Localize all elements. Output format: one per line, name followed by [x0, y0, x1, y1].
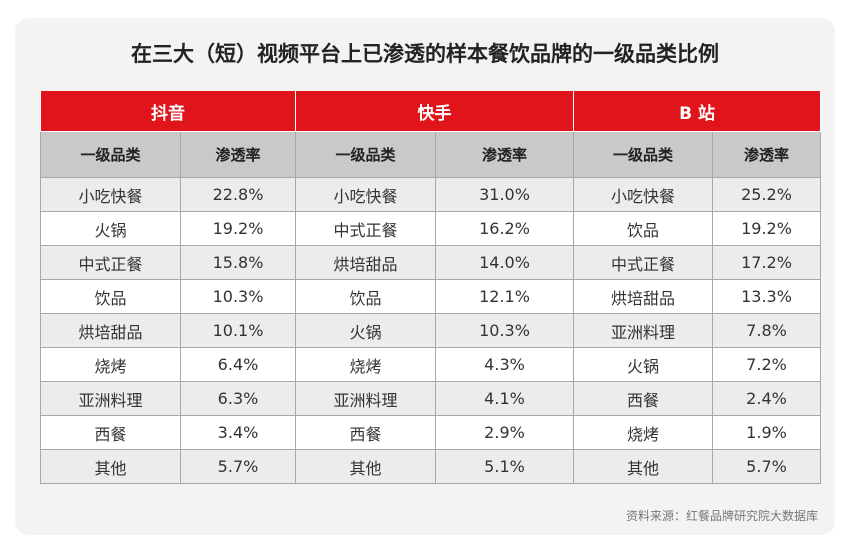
data-table: 抖音 快手 B 站一级品类 渗透率 一级品类 渗透率 一级品类 渗透率 小吃快餐 22.8% 小吃快… — [40, 91, 822, 484]
column-header: 一级品类 — [295, 131, 436, 178]
rate-cell: 10.3% — [180, 279, 296, 314]
rate-cell: 17.2% — [711, 245, 822, 280]
title: 在三大（短）视频平台上已渗透的样本餐饮品牌的一级品类比例 — [131, 42, 719, 66]
rate-cell: 13.3% — [711, 279, 822, 314]
group-header: 抖音 — [40, 91, 296, 132]
rate-cell: 19.2% — [180, 211, 296, 246]
table-row: 火锅 19.2% 中式正餐 16.2% 饮品 19.2% — [40, 211, 822, 246]
table-row: 烘培甜品 10.1% 火锅 10.3% 亚洲料理 7.8% — [40, 313, 822, 348]
rate-cell: 22.8% — [180, 177, 296, 212]
rate-cell: 1.9% — [711, 415, 822, 450]
category-cell: 其他 — [573, 449, 713, 484]
category-cell: 其他 — [295, 449, 436, 484]
rate-cell: 7.2% — [711, 347, 822, 382]
category-cell: 中式正餐 — [295, 211, 436, 246]
rate-cell: 7.8% — [711, 313, 822, 348]
column-header: 一级品类 — [40, 131, 181, 178]
column-header: 渗透率 — [435, 131, 574, 178]
column-row: 一级品类 渗透率 一级品类 渗透率 一级品类 渗透率 — [40, 131, 822, 178]
category-cell: 中式正餐 — [40, 245, 181, 280]
category-cell: 火锅 — [40, 211, 181, 246]
rate-cell: 3.4% — [180, 415, 296, 450]
table-row: 其他 5.7% 其他 5.1% 其他 5.7% — [40, 449, 822, 484]
group-header: 快手 — [295, 91, 574, 132]
category-cell: 亚洲料理 — [40, 381, 181, 416]
category-cell: 亚洲料理 — [573, 313, 713, 348]
rate-cell: 15.8% — [180, 245, 296, 280]
category-cell: 饮品 — [40, 279, 181, 314]
rate-cell: 16.2% — [435, 211, 574, 246]
category-cell: 饮品 — [295, 279, 436, 314]
table-row: 饮品 10.3% 饮品 12.1% 烘培甜品 13.3% — [40, 279, 822, 314]
rate-cell: 14.0% — [435, 245, 574, 280]
category-cell: 火锅 — [573, 347, 713, 382]
category-cell: 小吃快餐 — [295, 177, 436, 212]
rate-cell: 5.7% — [180, 449, 296, 484]
category-cell: 烧烤 — [573, 415, 713, 450]
category-cell: 烧烤 — [295, 347, 436, 382]
column-header: 渗透率 — [711, 131, 822, 178]
category-cell: 亚洲料理 — [295, 381, 436, 416]
category-cell: 西餐 — [295, 415, 436, 450]
category-cell: 中式正餐 — [573, 245, 713, 280]
category-cell: 烘培甜品 — [573, 279, 713, 314]
rate-cell: 10.3% — [435, 313, 574, 348]
category-cell: 西餐 — [573, 381, 713, 416]
rate-cell: 19.2% — [711, 211, 822, 246]
table-row: 亚洲料理 6.3% 亚洲料理 4.1% 西餐 2.4% — [40, 381, 822, 416]
category-cell: 西餐 — [40, 415, 181, 450]
category-cell: 火锅 — [295, 313, 436, 348]
rate-cell: 25.2% — [711, 177, 822, 212]
column-header: 一级品类 — [573, 131, 713, 178]
table-row: 西餐 3.4% 西餐 2.9% 烧烤 1.9% — [40, 415, 822, 450]
rate-cell: 2.9% — [435, 415, 574, 450]
rate-cell: 5.7% — [711, 449, 822, 484]
category-cell: 烧烤 — [40, 347, 181, 382]
category-cell: 烘培甜品 — [295, 245, 436, 280]
rate-cell: 31.0% — [435, 177, 574, 212]
rate-cell: 12.1% — [435, 279, 574, 314]
group-header: B 站 — [572, 91, 822, 132]
source-note: 资料来源：红餐品牌研究院大数据库 — [625, 509, 818, 523]
rate-cell: 6.3% — [180, 381, 296, 416]
category-cell: 其他 — [40, 449, 181, 484]
rate-cell: 10.1% — [180, 313, 296, 348]
rate-cell: 5.1% — [435, 449, 574, 484]
rate-cell: 4.1% — [435, 381, 574, 416]
column-header: 渗透率 — [180, 131, 296, 178]
category-cell: 烘培甜品 — [40, 313, 181, 348]
table-row: 中式正餐 15.8% 烘培甜品 14.0% 中式正餐 17.2% — [40, 245, 822, 280]
rate-cell: 2.4% — [711, 381, 822, 416]
rate-cell: 6.4% — [180, 347, 296, 382]
rate-cell: 4.3% — [435, 347, 574, 382]
category-cell: 小吃快餐 — [40, 177, 181, 212]
group-row: 抖音 快手 B 站 — [40, 91, 822, 132]
table-row: 小吃快餐 22.8% 小吃快餐 31.0% 小吃快餐 25.2% — [40, 177, 822, 212]
table-row: 烧烤 6.4% 烧烤 4.3% 火锅 7.2% — [40, 347, 822, 382]
category-cell: 小吃快餐 — [573, 177, 713, 212]
category-cell: 饮品 — [573, 211, 713, 246]
